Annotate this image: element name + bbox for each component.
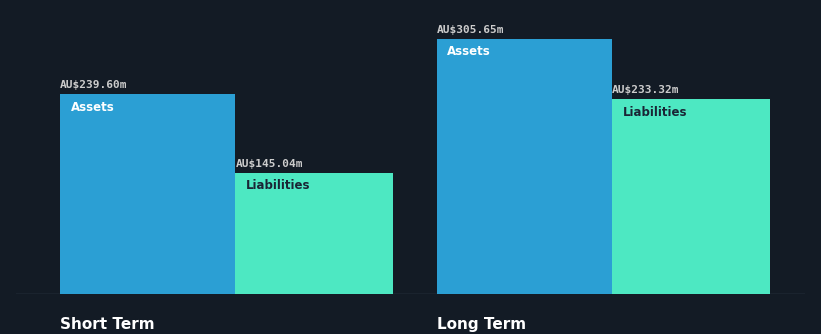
Bar (612, 99, 769, 294)
Text: Assets: Assets (447, 45, 491, 58)
Text: Liabilities: Liabilities (622, 106, 687, 119)
Text: AU$305.65m: AU$305.65m (437, 24, 504, 34)
Text: AU$145.04m: AU$145.04m (236, 159, 303, 169)
Text: Assets: Assets (71, 101, 114, 114)
Text: Short Term: Short Term (60, 317, 155, 332)
Bar (236, 173, 393, 294)
Text: AU$239.60m: AU$239.60m (60, 80, 128, 90)
Text: Long Term: Long Term (437, 317, 526, 332)
Bar (60, 94, 236, 294)
Text: Liabilities: Liabilities (245, 179, 310, 192)
Text: AU$233.32m: AU$233.32m (612, 85, 680, 95)
Bar (437, 39, 612, 294)
